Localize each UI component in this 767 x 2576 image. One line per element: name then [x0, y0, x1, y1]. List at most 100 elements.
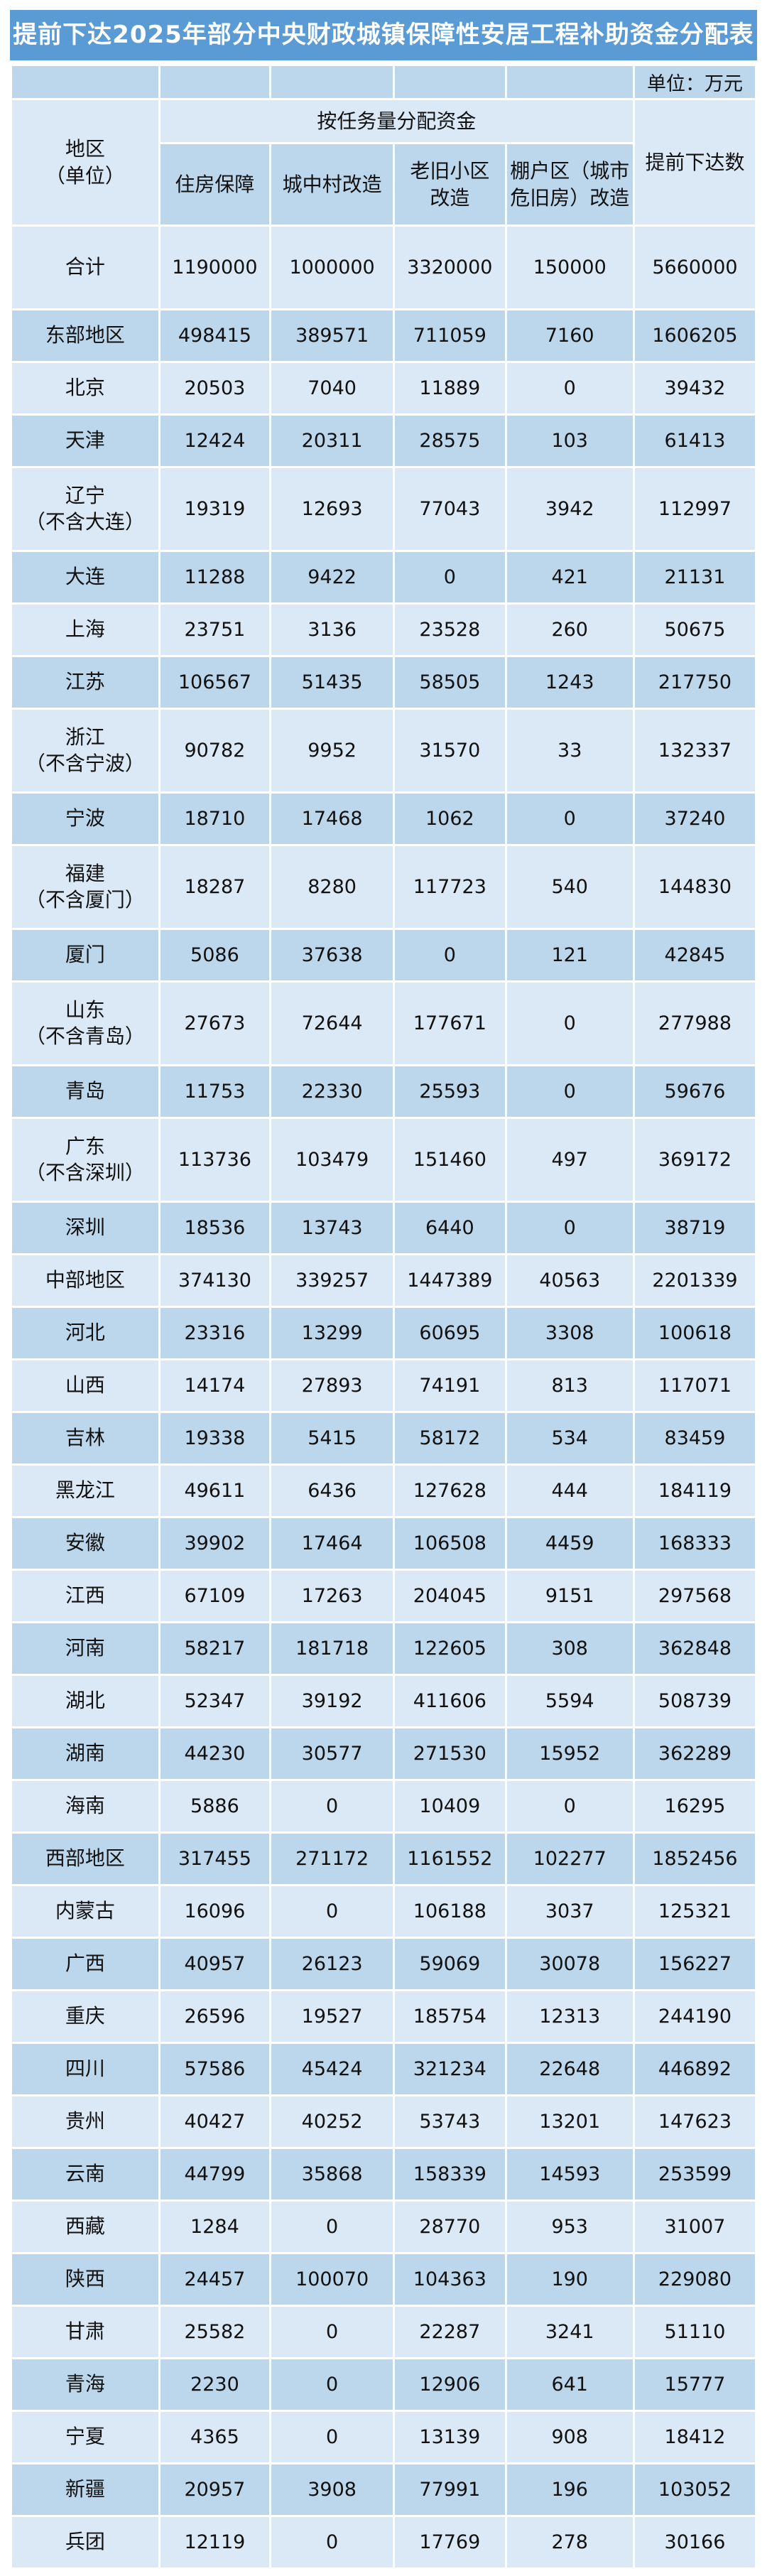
advance-total-cell: 83459 — [632, 1411, 758, 1466]
value-cell: 1062 — [393, 791, 507, 846]
value-cell: 58505 — [393, 655, 507, 710]
value-cell: 27893 — [269, 1358, 396, 1413]
advance-column-header: 提前下达数 — [632, 98, 758, 227]
value-cell: 181718 — [269, 1621, 396, 1676]
value-cell: 23528 — [393, 602, 507, 657]
table-row: 宁夏 4365 0 13139 908 18412 — [10, 2410, 758, 2464]
value-cell: 498415 — [158, 308, 272, 363]
advance-total-cell: 39432 — [632, 361, 758, 416]
table-row: 青海 2230 0 12906 641 15777 — [10, 2357, 758, 2412]
unit-row-spacer — [393, 64, 507, 100]
value-cell: 711059 — [393, 308, 507, 363]
value-cell: 40427 — [158, 2094, 272, 2149]
value-cell: 13299 — [269, 1306, 396, 1360]
value-cell: 5415 — [269, 1411, 396, 1466]
value-cell: 25593 — [393, 1064, 507, 1119]
value-cell: 127628 — [393, 1463, 507, 1518]
value-cell: 0 — [504, 1779, 635, 1834]
table-row: 深圳 18536 13743 6440 0 38719 — [10, 1201, 758, 1255]
advance-total-cell: 103052 — [632, 2462, 758, 2517]
advance-total-cell: 369172 — [632, 1117, 758, 1203]
value-cell: 0 — [393, 928, 507, 983]
value-cell: 106188 — [393, 1884, 507, 1939]
region-cell: 西部地区 — [10, 1831, 161, 1886]
value-cell: 19527 — [269, 1989, 396, 2044]
value-cell: 28575 — [393, 413, 507, 468]
value-cell: 90782 — [158, 708, 272, 794]
region-cell: 天津 — [10, 413, 161, 468]
table-row: 四川 57586 45424 321234 22648 446892 — [10, 2042, 758, 2096]
value-cell: 39902 — [158, 1516, 272, 1571]
table-row: 辽宁 （不含大连） 19319 12693 77043 3942 112997 — [10, 466, 758, 552]
value-cell: 33 — [504, 708, 635, 794]
advance-total-cell: 1852456 — [632, 1831, 758, 1886]
advance-total-cell: 37240 — [632, 791, 758, 846]
value-cell: 121 — [504, 928, 635, 983]
value-cell: 52347 — [158, 1674, 272, 1728]
advance-total-cell: 168333 — [632, 1516, 758, 1571]
value-cell: 9422 — [269, 550, 396, 605]
value-cell: 0 — [269, 2515, 396, 2570]
value-cell: 40563 — [504, 1253, 635, 1308]
advance-total-cell: 61413 — [632, 413, 758, 468]
subheader-housing: 住房保障 — [158, 142, 272, 227]
value-cell: 2230 — [158, 2357, 272, 2412]
table-row: 中部地区 374130 339257 1447389 40563 2201339 — [10, 1253, 758, 1308]
region-cell: 山东 （不含青岛） — [10, 980, 161, 1066]
value-cell: 31570 — [393, 708, 507, 794]
region-cell: 湖南 — [10, 1726, 161, 1781]
region-cell: 四川 — [10, 2042, 161, 2096]
value-cell: 1447389 — [393, 1253, 507, 1308]
table-row: 江西 67109 17263 204045 9151 297568 — [10, 1569, 758, 1623]
value-cell: 12119 — [158, 2515, 272, 2570]
value-cell: 3308 — [504, 1306, 635, 1360]
region-cell: 兵团 — [10, 2515, 161, 2570]
table-row: 吉林 19338 5415 58172 534 83459 — [10, 1411, 758, 1466]
advance-total-cell: 50675 — [632, 602, 758, 657]
advance-total-cell: 30166 — [632, 2515, 758, 2570]
value-cell: 17464 — [269, 1516, 396, 1571]
advance-total-cell: 18412 — [632, 2410, 758, 2464]
value-cell: 30078 — [504, 1937, 635, 1991]
advance-total-cell: 277988 — [632, 980, 758, 1066]
value-cell: 13743 — [269, 1201, 396, 1255]
table-row: 河北 23316 13299 60695 3308 100618 — [10, 1306, 758, 1360]
value-cell: 421 — [504, 550, 635, 605]
value-cell: 5594 — [504, 1674, 635, 1728]
value-cell: 23316 — [158, 1306, 272, 1360]
value-cell: 9952 — [269, 708, 396, 794]
value-cell: 58172 — [393, 1411, 507, 1466]
region-cell: 内蒙古 — [10, 1884, 161, 1939]
value-cell: 12693 — [269, 466, 396, 552]
value-cell: 0 — [269, 2305, 396, 2359]
value-cell: 177671 — [393, 980, 507, 1066]
table-row: 内蒙古 16096 0 106188 3037 125321 — [10, 1884, 758, 1939]
value-cell: 813 — [504, 1358, 635, 1413]
value-cell: 122605 — [393, 1621, 507, 1676]
value-cell: 22648 — [504, 2042, 635, 2096]
region-cell: 中部地区 — [10, 1253, 161, 1308]
table-row: 山东 （不含青岛） 27673 72644 177671 0 277988 — [10, 980, 758, 1066]
advance-total-cell: 5660000 — [632, 224, 758, 310]
value-cell: 49611 — [158, 1463, 272, 1518]
value-cell: 1190000 — [158, 224, 272, 310]
value-cell: 150000 — [504, 224, 635, 310]
value-cell: 185754 — [393, 1989, 507, 2044]
table-row: 河南 58217 181718 122605 308 362848 — [10, 1621, 758, 1676]
value-cell: 444 — [504, 1463, 635, 1518]
value-cell: 0 — [269, 1884, 396, 1939]
table-row: 湖北 52347 39192 411606 5594 508739 — [10, 1674, 758, 1728]
value-cell: 74191 — [393, 1358, 507, 1413]
value-cell: 374130 — [158, 1253, 272, 1308]
value-cell: 53743 — [393, 2094, 507, 2149]
allocation-table: 单位：万元 地区 （单位） 按任务量分配资金 提前下达数 住房保障 城中村改造 … — [10, 64, 758, 2570]
table-row: 云南 44799 35868 158339 14593 253599 — [10, 2147, 758, 2202]
table-row: 合计 1190000 1000000 3320000 150000 5660000 — [10, 224, 758, 310]
value-cell: 6436 — [269, 1463, 396, 1518]
value-cell: 25582 — [158, 2305, 272, 2359]
value-cell: 26596 — [158, 1989, 272, 2044]
region-cell: 山西 — [10, 1358, 161, 1413]
unit-row-spacer — [504, 64, 635, 100]
value-cell: 14593 — [504, 2147, 635, 2202]
